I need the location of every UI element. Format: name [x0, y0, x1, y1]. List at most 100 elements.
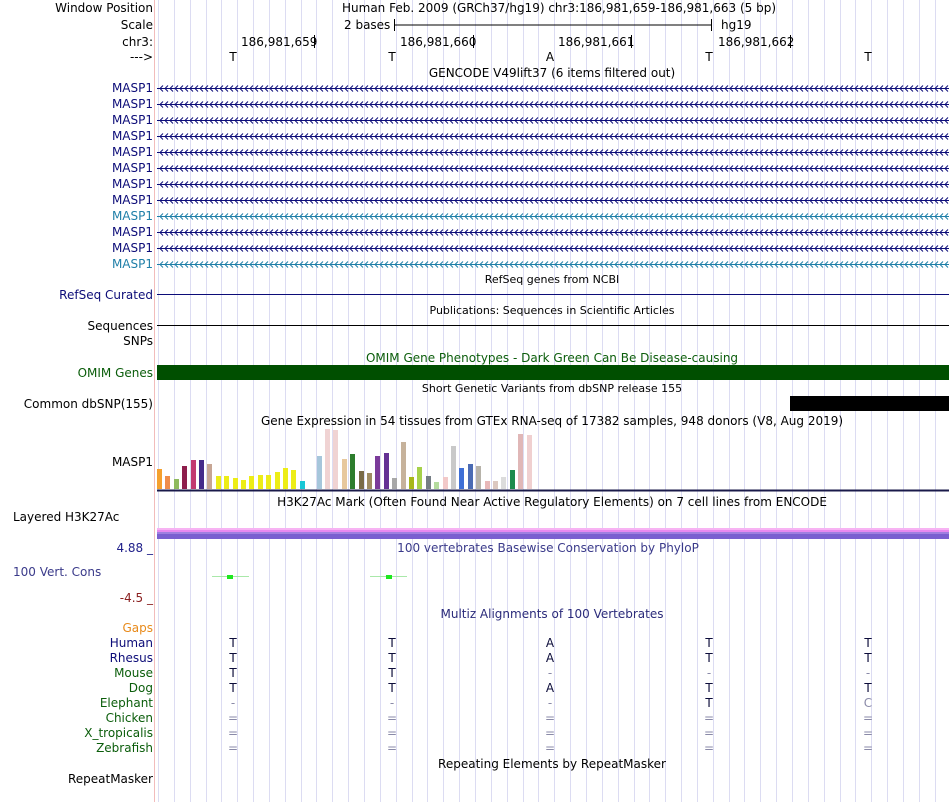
gtex-expression-chart[interactable]	[157, 429, 949, 493]
gencode-gene-label[interactable]: MASP1	[111, 177, 153, 191]
gencode-transcript-line[interactable]	[157, 98, 949, 110]
gencode-gene-label[interactable]: MASP1	[111, 225, 153, 239]
gencode-gene-label[interactable]: MASP1	[111, 145, 153, 159]
gencode-transcript-line[interactable]	[157, 258, 949, 270]
gtex-tissue-bar	[367, 473, 372, 489]
gtex-tissue-bar	[207, 464, 212, 489]
multiz-base: =	[227, 741, 239, 755]
gtex-track-label[interactable]: MASP1	[111, 455, 153, 469]
strand-chevrons	[159, 197, 949, 204]
gtex-tissue-bar	[510, 470, 515, 489]
omim-track-label[interactable]: OMIM Genes	[77, 366, 153, 380]
snps-label[interactable]: SNPs	[123, 334, 153, 348]
multiz-gaps-label[interactable]: Gaps	[122, 621, 153, 635]
strand-chevrons	[159, 261, 949, 268]
multiz-species-label[interactable]: Mouse	[114, 666, 153, 680]
strand-chevrons	[159, 85, 949, 92]
gtex-tissue-bar	[501, 477, 506, 489]
gtex-tissue-bar	[384, 453, 389, 489]
gencode-transcript-line[interactable]	[157, 178, 949, 190]
gencode-gene-label[interactable]: MASP1	[111, 129, 153, 143]
multiz-base: =	[386, 711, 398, 725]
coord-tick-label: 186,981,660	[400, 35, 477, 49]
multiz-species-label[interactable]: Rhesus	[109, 651, 153, 665]
gencode-gene-label[interactable]: MASP1	[111, 193, 153, 207]
publications-track-label[interactable]: Sequences	[87, 319, 153, 333]
gencode-transcript-line[interactable]	[157, 210, 949, 222]
multiz-base: T	[388, 666, 396, 680]
dbsnp-track-title[interactable]: Short Genetic Variants from dbSNP releas…	[421, 382, 683, 395]
gencode-transcript-line[interactable]	[157, 242, 949, 254]
gencode-gene-label[interactable]: MASP1	[111, 257, 153, 271]
scale-value: 2 bases	[344, 18, 391, 32]
multiz-base: T	[388, 636, 396, 650]
gencode-gene-label[interactable]: MASP1	[111, 241, 153, 255]
multiz-base: -	[706, 666, 712, 680]
phylop-signal[interactable]	[157, 570, 949, 584]
multiz-base: =	[544, 726, 556, 740]
gencode-transcript-line[interactable]	[157, 162, 949, 174]
gencode-gene-label[interactable]: MASP1	[111, 97, 153, 111]
phylop-track-label[interactable]: 100 Vert. Cons	[13, 565, 102, 579]
strand-chevrons	[159, 101, 949, 108]
h3k27ac-track-label[interactable]: Layered H3K27Ac	[13, 510, 120, 524]
gencode-gene-label[interactable]: MASP1	[111, 161, 153, 175]
publications-track-title[interactable]: Publications: Sequences in Scientific Ar…	[429, 304, 675, 317]
gtex-tissue-bar	[157, 469, 162, 489]
gtex-tissue-bar	[443, 477, 448, 489]
gencode-track-title[interactable]: GENCODE V49lift37 (6 items filtered out)	[428, 66, 676, 80]
multiz-base: -	[389, 696, 395, 710]
multiz-species-label[interactable]: Zebrafish	[96, 741, 153, 755]
multiz-base: =	[862, 711, 874, 725]
multiz-base: A	[545, 681, 555, 695]
multiz-base: =	[227, 726, 239, 740]
multiz-base: T	[864, 681, 872, 695]
refseq-gene-line[interactable]	[157, 294, 949, 295]
phylop-track-title[interactable]: 100 vertebrates Basewise Conservation by…	[397, 541, 699, 555]
multiz-base: T	[229, 681, 237, 695]
dbsnp-variant-bar[interactable]	[790, 396, 949, 411]
omim-gene-bar[interactable]	[157, 365, 949, 380]
repeatmasker-track-title[interactable]: Repeating Elements by RepeatMasker	[438, 757, 666, 771]
multiz-base: T	[705, 636, 713, 650]
gencode-gene-label[interactable]: MASP1	[111, 209, 153, 223]
gtex-tissue-bar	[350, 454, 355, 489]
h3k27ac-layer	[157, 528, 949, 530]
scale-label: Scale	[120, 18, 153, 32]
multiz-species-label[interactable]: Elephant	[99, 696, 153, 710]
gencode-transcript-line[interactable]	[157, 226, 949, 238]
gencode-transcript-line[interactable]	[157, 146, 949, 158]
gtex-tissue-bar	[300, 481, 305, 489]
strand-label: --->	[129, 50, 153, 64]
multiz-species-label[interactable]: Chicken	[105, 711, 153, 725]
multiz-track-title[interactable]: Multiz Alignments of 100 Vertebrates	[440, 607, 664, 621]
gtex-tissue-bar	[224, 476, 229, 489]
base-letter: T	[229, 50, 237, 64]
gtex-tissue-bar	[476, 466, 481, 489]
publications-line[interactable]	[157, 325, 949, 326]
gencode-transcript-line[interactable]	[157, 130, 949, 142]
gencode-gene-label[interactable]: MASP1	[111, 81, 153, 95]
strand-chevrons	[159, 213, 949, 220]
repeatmasker-track-label[interactable]: RepeatMasker	[67, 772, 153, 786]
multiz-base: =	[703, 726, 715, 740]
h3k27ac-signal[interactable]	[157, 528, 949, 540]
refseq-track-title[interactable]: RefSeq genes from NCBI	[484, 273, 620, 286]
base-letter: A	[545, 50, 555, 64]
dbsnp-track-label[interactable]: Common dbSNP(155)	[23, 397, 153, 411]
window-position-value[interactable]: Human Feb. 2009 (GRCh37/hg19) chr3:186,9…	[342, 1, 777, 15]
omim-track-title[interactable]: OMIM Gene Phenotypes - Dark Green Can Be…	[365, 351, 739, 365]
gencode-transcript-line[interactable]	[157, 194, 949, 206]
multiz-species-label[interactable]: Human	[109, 636, 153, 650]
gencode-transcript-line[interactable]	[157, 114, 949, 126]
multiz-base: =	[386, 741, 398, 755]
gencode-transcript-line[interactable]	[157, 82, 949, 94]
h3k27ac-track-title[interactable]: H3K27Ac Mark (Often Found Near Active Re…	[277, 495, 827, 509]
window-position-label: Window Position	[55, 1, 153, 15]
gtex-track-title[interactable]: Gene Expression in 54 tissues from GTEx …	[260, 414, 844, 428]
multiz-species-label[interactable]: X_tropicalis	[84, 726, 153, 740]
refseq-track-label[interactable]: RefSeq Curated	[59, 288, 153, 302]
gtex-tissue-bar	[527, 435, 532, 489]
multiz-species-label[interactable]: Dog	[128, 681, 153, 695]
gencode-gene-label[interactable]: MASP1	[111, 113, 153, 127]
